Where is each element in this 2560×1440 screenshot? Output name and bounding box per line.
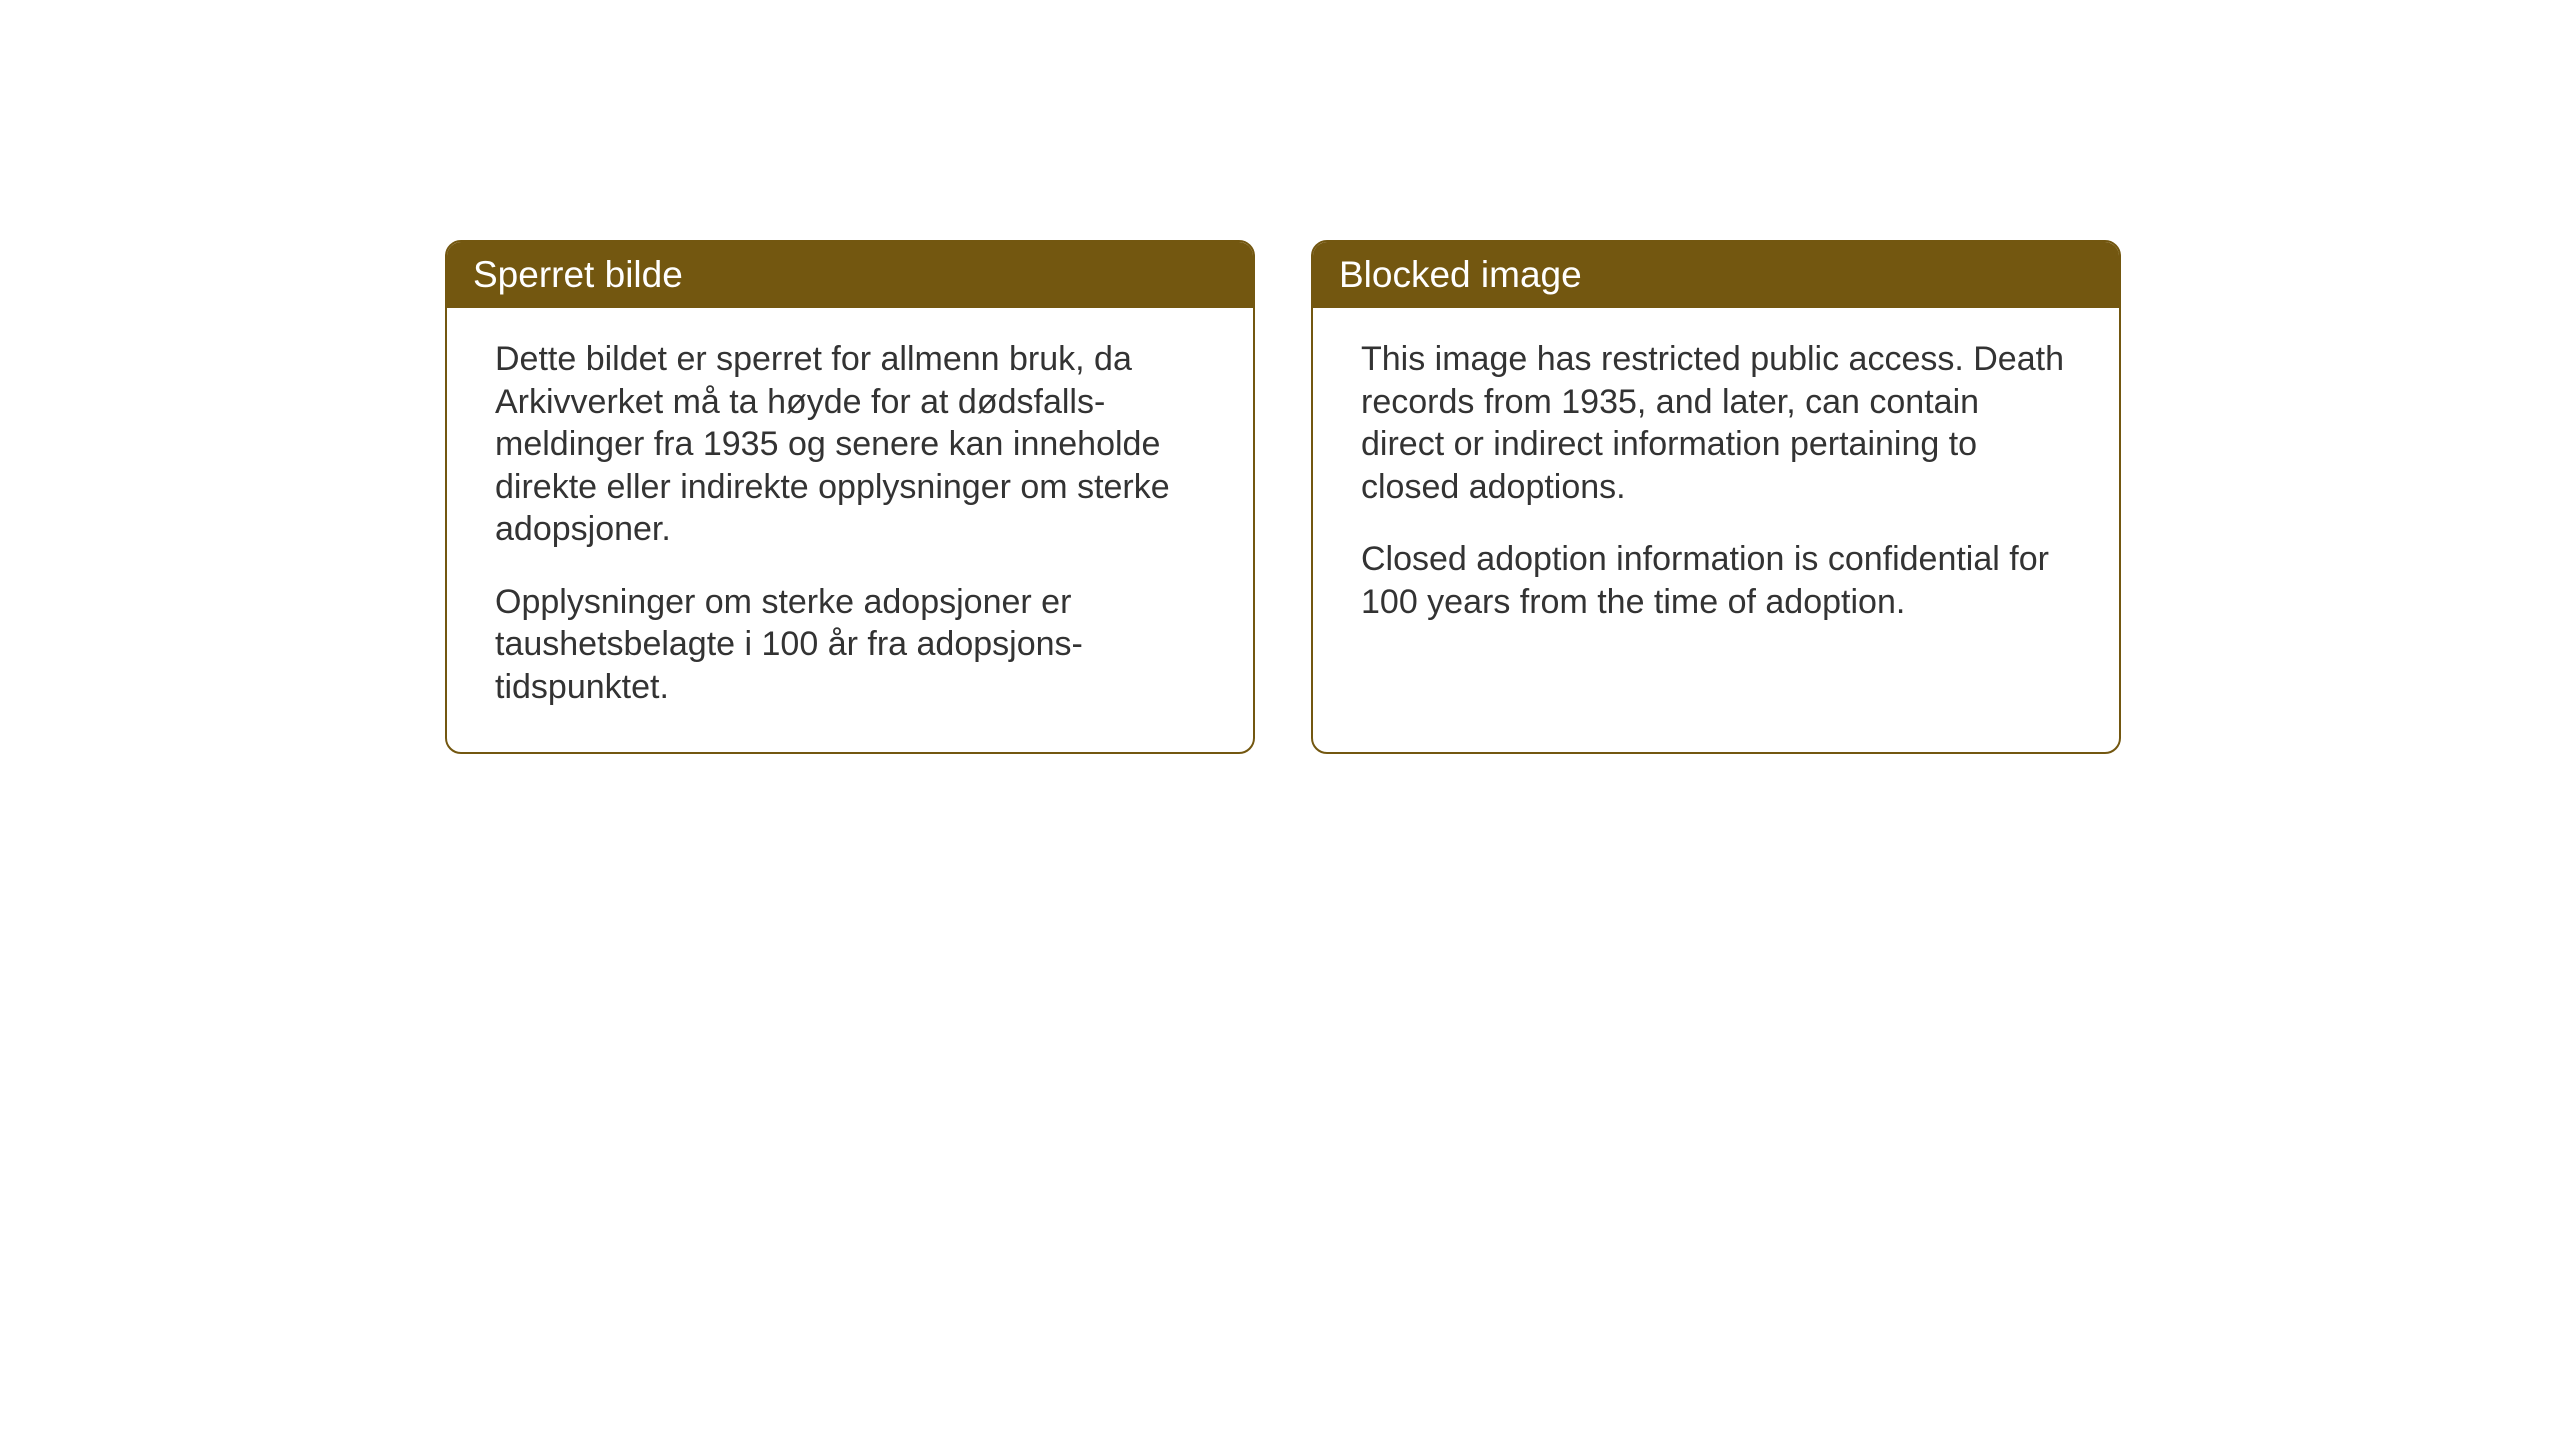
card-header-norwegian: Sperret bilde — [447, 242, 1253, 308]
card-title-norwegian: Sperret bilde — [473, 254, 683, 295]
card-paragraph-2-english: Closed adoption information is confident… — [1361, 538, 2071, 623]
notice-container: Sperret bilde Dette bildet er sperret fo… — [445, 240, 2121, 754]
card-body-english: This image has restricted public access.… — [1313, 308, 2119, 667]
notice-card-english: Blocked image This image has restricted … — [1311, 240, 2121, 754]
notice-card-norwegian: Sperret bilde Dette bildet er sperret fo… — [445, 240, 1255, 754]
card-paragraph-2-norwegian: Opplysninger om sterke adopsjoner er tau… — [495, 581, 1205, 709]
card-header-english: Blocked image — [1313, 242, 2119, 308]
card-body-norwegian: Dette bildet er sperret for allmenn bruk… — [447, 308, 1253, 752]
card-paragraph-1-english: This image has restricted public access.… — [1361, 338, 2071, 508]
card-paragraph-1-norwegian: Dette bildet er sperret for allmenn bruk… — [495, 338, 1205, 551]
card-title-english: Blocked image — [1339, 254, 1582, 295]
